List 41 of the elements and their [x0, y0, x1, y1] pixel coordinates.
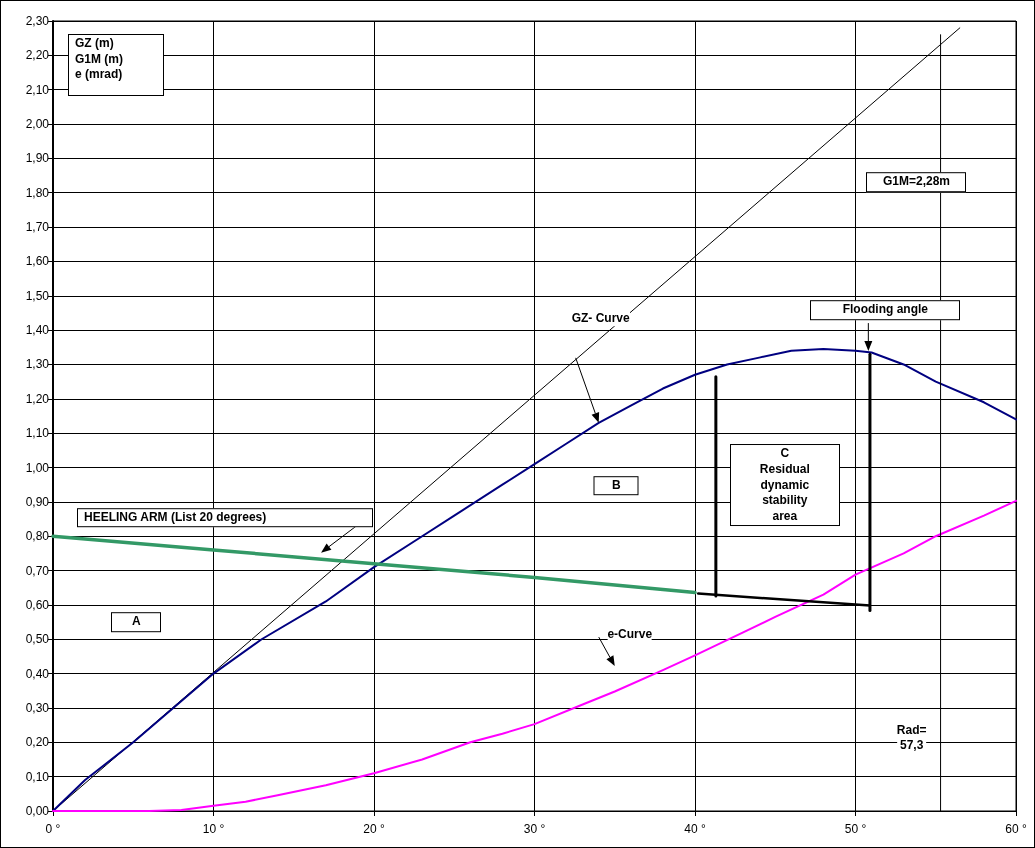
x-tick-label: 10 ° [202, 822, 225, 836]
y-tick-label: 2,00 [25, 117, 50, 132]
y-tick-label: 1,10 [25, 426, 50, 441]
y-tick-label: 1,30 [25, 357, 50, 372]
y-tick-label: 2,10 [25, 82, 50, 97]
x-tick-label: 20 ° [363, 822, 385, 836]
y-tick-label: 0,20 [25, 735, 50, 750]
y-tick-label: 1,70 [25, 220, 50, 235]
text-box: B [593, 475, 639, 496]
x-tick-label: 50 ° [844, 822, 867, 836]
y-tick-label: 0,50 [25, 632, 50, 647]
y-tick-label: 0,90 [25, 494, 50, 509]
y-tick-label: 1,00 [25, 460, 50, 475]
y-tick-label: 1,20 [25, 391, 50, 406]
x-tick-label: 30 ° [523, 822, 546, 836]
annotation: GZ- Curve [571, 311, 630, 327]
text-box: G1M=2,28m [866, 172, 967, 193]
annotation: Rad= 57,3 [896, 723, 927, 755]
text-box: Flooding angle [810, 300, 961, 320]
y-tick-label: 2,20 [25, 48, 50, 63]
y-tick-label: 1,90 [25, 151, 50, 166]
y-tick-label: 1,50 [25, 288, 50, 303]
text-box: GZ (m) G1M (m) e (mrad) [68, 34, 164, 96]
text-box: A [111, 612, 162, 632]
y-tick-label: 0,40 [25, 666, 50, 681]
text-box: C Residual dynamic stability area [729, 444, 840, 527]
y-tick-label: 0,80 [25, 529, 50, 544]
x-tick-label: 0 ° [45, 822, 61, 836]
y-tick-label: 2,30 [25, 14, 50, 28]
text-box: HEELING ARM (List 20 degrees) [77, 507, 374, 528]
x-tick-label: 60 ° [1005, 822, 1027, 836]
y-tick-label: 0,70 [25, 563, 50, 578]
y-tick-label: 1,60 [25, 254, 50, 269]
y-tick-label: 0,60 [25, 597, 50, 612]
annotation: e-Curve [607, 627, 653, 643]
y-tick-label: 1,40 [25, 323, 50, 338]
y-tick-label: 0,00 [25, 804, 50, 818]
y-tick-label: 0,10 [25, 769, 50, 784]
y-tick-label: 1,80 [25, 185, 50, 200]
x-tick-label: 40 ° [684, 822, 706, 836]
y-tick-label: 0,30 [25, 700, 50, 715]
